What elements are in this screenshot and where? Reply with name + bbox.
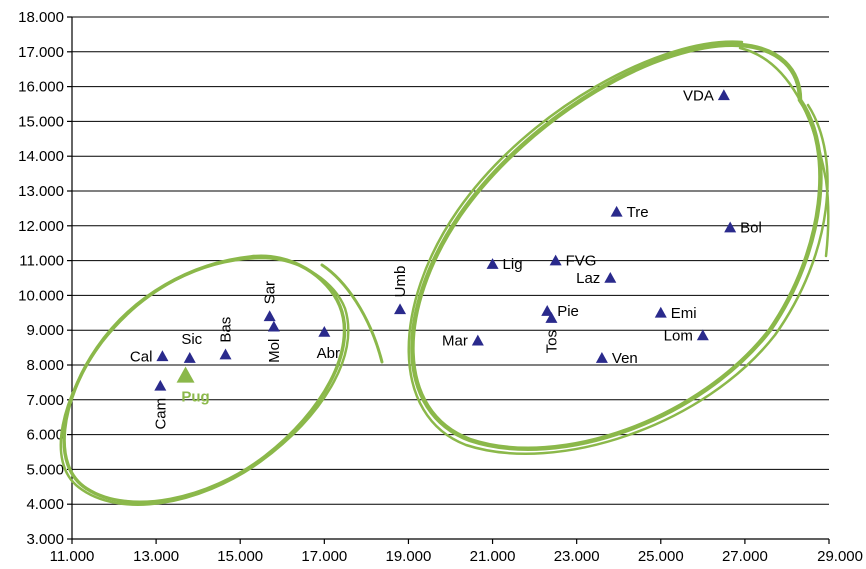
data-label-umb: Umb	[392, 266, 409, 298]
axes	[67, 16, 830, 544]
data-point-abr	[318, 325, 331, 337]
data-point-sar	[263, 310, 276, 322]
cluster-ellipse-left	[59, 254, 384, 506]
y-tick-label: 12.000	[18, 218, 64, 235]
data-label-ven: Ven	[612, 350, 638, 367]
data-label-tos: Tos	[543, 330, 560, 353]
y-tick-label: 8.000	[26, 357, 64, 374]
x-axis-tick-labels: 11.000 13.000 15.000 17.000 19.000 21.000 23.0…	[50, 548, 863, 565]
x-tick-label: 25.000	[638, 548, 684, 565]
data-label-sic: Sic	[181, 331, 202, 348]
data-point-cal	[156, 350, 169, 362]
data-point-pie	[541, 305, 554, 316]
data-point-ven	[595, 352, 608, 363]
x-tick-label: 17.000	[301, 548, 347, 565]
y-tick-label: 18.000	[18, 9, 64, 26]
data-labels: Cal Cam Sic Pug Bas Sar Mol Abr Umb Mar Lig Pie Tos F…	[130, 87, 762, 429]
data-point-fvg	[549, 254, 562, 266]
data-label-lom: Lom	[664, 327, 693, 344]
data-label-fvg: FVG	[566, 253, 597, 270]
y-tick-label: 7.000	[26, 392, 64, 409]
cluster-ellipse-right	[407, 40, 830, 455]
data-label-pug: Pug	[181, 388, 209, 405]
x-tick-label: 21.000	[470, 548, 516, 565]
y-tick-label: 16.000	[18, 79, 64, 96]
x-tick-label: 11.000	[50, 548, 95, 565]
y-tick-label: 15.000	[18, 113, 64, 130]
x-tick-label: 19.000	[385, 548, 431, 565]
data-label-bas: Bas	[218, 317, 235, 343]
data-points	[154, 89, 737, 391]
data-label-lig: Lig	[503, 256, 523, 273]
data-label-pie: Pie	[557, 303, 579, 320]
data-point-bol	[724, 221, 737, 233]
y-tick-label: 5.000	[26, 461, 64, 478]
data-label-bol: Bol	[740, 220, 762, 237]
data-label-mar: Mar	[442, 333, 468, 350]
data-point-mol	[267, 320, 280, 332]
y-tick-label: 6.000	[26, 427, 64, 444]
y-tick-label: 4.000	[26, 496, 64, 513]
data-label-laz: Laz	[576, 270, 600, 287]
x-tick-label: 27.000	[722, 548, 768, 565]
data-point-umb	[394, 303, 407, 315]
cluster-annotations	[59, 40, 830, 506]
data-point-lom	[696, 329, 709, 341]
y-tick-label: 10.000	[18, 287, 64, 304]
x-tick-label: 15.000	[217, 548, 263, 565]
data-label-mol: Mol	[266, 339, 283, 363]
y-tick-label: 9.000	[26, 322, 64, 339]
data-label-cam: Cam	[152, 398, 169, 430]
data-point-sic	[183, 352, 196, 363]
data-point-tos	[545, 312, 558, 323]
data-point-laz	[604, 272, 617, 283]
data-point-pug	[176, 366, 195, 383]
data-point-tre	[610, 205, 623, 217]
y-tick-label: 13.000	[18, 183, 64, 200]
data-label-sar: Sar	[262, 281, 279, 304]
x-tick-label: 29.000	[817, 548, 863, 565]
y-axis-tick-labels: 3.000 4.000 5.000 6.000 7.000 8.000 9.000 10.00…	[18, 9, 64, 548]
data-point-mar	[471, 334, 484, 346]
x-tick-label: 23.000	[554, 548, 600, 565]
data-point-lig	[486, 258, 499, 269]
gridlines	[72, 16, 829, 540]
data-point-vda	[717, 89, 730, 101]
y-tick-label: 14.000	[18, 148, 64, 165]
data-label-emi: Emi	[671, 305, 697, 322]
y-tick-label: 11.000	[19, 253, 64, 270]
data-point-bas	[219, 348, 232, 360]
data-label-abr: Abr	[317, 345, 340, 362]
data-label-vda: VDA	[683, 87, 714, 104]
data-point-emi	[654, 306, 667, 318]
data-label-cal: Cal	[130, 348, 153, 365]
data-label-tre: Tre	[627, 204, 649, 221]
y-tick-label: 17.000	[18, 44, 64, 61]
x-tick-label: 13.000	[133, 548, 179, 565]
y-tick-label: 3.000	[26, 531, 64, 548]
data-point-cam	[154, 379, 167, 391]
